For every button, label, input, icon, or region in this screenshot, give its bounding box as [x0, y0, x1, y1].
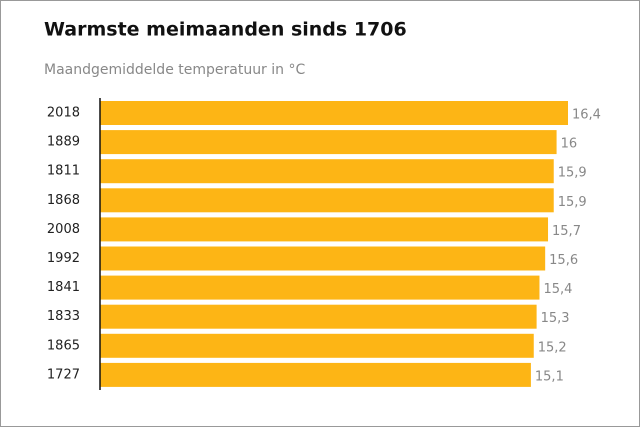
chart-title: Warmste meimaanden sinds 1706 — [44, 19, 407, 41]
chart-subtitle: Maandgemiddelde temperatuur in °C — [44, 62, 305, 78]
bar — [100, 101, 568, 125]
value-label: 16,4 — [572, 108, 601, 123]
bar — [100, 333, 534, 358]
y-tick-label: 1833 — [47, 309, 80, 324]
y-tick-label: 2008 — [47, 222, 80, 237]
bar — [100, 246, 546, 271]
value-label: 15,9 — [558, 195, 587, 210]
value-label: 15,6 — [549, 253, 578, 268]
y-tick-label: 1889 — [47, 135, 80, 150]
bar — [100, 159, 554, 184]
y-tick-label: 1811 — [47, 164, 80, 179]
bar — [100, 304, 537, 329]
value-label: 15,1 — [535, 369, 564, 384]
bar — [100, 130, 557, 155]
y-tick-label: 1992 — [47, 251, 80, 266]
bar — [100, 217, 549, 242]
value-label: 15,7 — [552, 224, 581, 239]
y-tick-label: 1727 — [47, 367, 80, 382]
bar — [100, 275, 540, 300]
bar — [100, 362, 531, 387]
bar — [100, 188, 554, 213]
value-label: 15,4 — [543, 282, 572, 297]
y-tick-label: 1865 — [47, 338, 80, 353]
y-tick-label: 1841 — [47, 280, 80, 295]
value-label: 15,3 — [541, 311, 570, 326]
value-label: 15,9 — [558, 166, 587, 181]
y-tick-label: 1868 — [47, 193, 80, 208]
y-tick-label: 2018 — [47, 106, 80, 121]
value-label: 15,2 — [538, 340, 567, 355]
value-label: 16 — [561, 137, 578, 152]
